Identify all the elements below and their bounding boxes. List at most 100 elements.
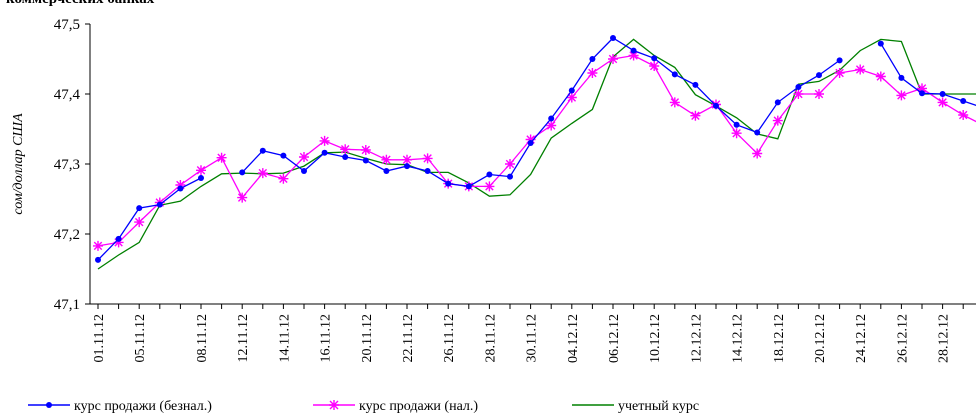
data-point xyxy=(527,140,534,146)
data-point xyxy=(381,154,392,165)
legend-label: учетный курс xyxy=(618,399,699,414)
data-point xyxy=(752,148,763,159)
data-point xyxy=(875,71,886,82)
y-tick-label: 47,4 xyxy=(54,87,81,103)
x-tick-label: 30.11.12 xyxy=(525,314,540,362)
series-line xyxy=(97,38,976,270)
data-point xyxy=(774,99,781,106)
data-point xyxy=(713,102,719,109)
data-point xyxy=(877,40,884,47)
data-point xyxy=(896,90,907,101)
data-point xyxy=(692,81,699,88)
data-point xyxy=(795,84,802,90)
data-point xyxy=(95,256,101,263)
data-point xyxy=(134,217,145,228)
data-point xyxy=(237,192,248,203)
series-1 xyxy=(93,50,976,251)
data-point xyxy=(177,185,184,192)
x-tick-label: 26.12.12 xyxy=(895,314,910,363)
data-point xyxy=(628,50,639,61)
data-point xyxy=(546,120,557,131)
data-point xyxy=(175,180,186,190)
data-point xyxy=(960,98,967,104)
data-point xyxy=(566,92,577,103)
x-tick-label: 20.12.12 xyxy=(813,314,828,363)
series-0 xyxy=(95,35,976,263)
data-point xyxy=(342,154,349,160)
x-tick-label: 12.11.12 xyxy=(236,314,251,362)
data-point xyxy=(793,89,804,99)
data-point xyxy=(486,171,493,178)
data-point xyxy=(671,71,678,78)
data-point xyxy=(816,72,822,79)
data-point xyxy=(919,90,925,97)
data-point xyxy=(93,240,103,251)
x-tick-label: 04.12.12 xyxy=(566,314,581,363)
data-point xyxy=(630,47,637,54)
data-point xyxy=(321,149,328,156)
data-point xyxy=(589,56,596,62)
data-point xyxy=(340,144,351,155)
data-point xyxy=(772,115,783,126)
data-point xyxy=(587,68,598,78)
chart-title: коммерческих банках xyxy=(6,0,154,8)
data-point xyxy=(958,110,969,120)
data-point xyxy=(257,168,268,179)
data-point xyxy=(360,145,371,155)
data-point xyxy=(196,165,206,176)
data-point xyxy=(608,54,618,64)
data-point xyxy=(649,61,660,71)
data-point xyxy=(299,152,309,162)
y-axis-label: сом/доллар США xyxy=(11,113,26,215)
x-tick-label: 28.12.12 xyxy=(937,314,952,363)
data-point xyxy=(424,168,431,174)
x-tick-label: 08.11.12 xyxy=(195,314,210,362)
legend-marker xyxy=(329,400,339,410)
data-point xyxy=(319,135,330,146)
data-point xyxy=(383,168,390,174)
x-tick-label: 05.11.12 xyxy=(133,314,148,362)
data-point xyxy=(836,57,843,64)
data-point xyxy=(548,115,555,122)
series-2 xyxy=(97,38,976,270)
x-tick-label: 24.12.12 xyxy=(854,314,869,363)
data-point xyxy=(733,121,740,128)
y-tick-label: 47,5 xyxy=(54,17,80,33)
data-point xyxy=(525,134,536,145)
legend-marker xyxy=(46,402,52,408)
data-point xyxy=(115,235,122,242)
legend-label: курс продажи (безнал.) xyxy=(74,399,212,414)
data-point xyxy=(198,175,204,181)
x-tick-label: 18.12.12 xyxy=(772,314,787,363)
data-point xyxy=(507,173,513,180)
data-point xyxy=(239,169,246,176)
y-tick-label: 47,3 xyxy=(54,157,80,173)
data-point xyxy=(651,55,658,62)
legend-label: курс продажи (нал.) xyxy=(359,399,478,414)
data-point xyxy=(422,153,433,164)
data-point xyxy=(404,163,410,170)
data-point xyxy=(402,154,412,165)
x-tick-label: 06.12.12 xyxy=(607,314,622,363)
series-line xyxy=(97,37,976,261)
data-point xyxy=(939,91,946,97)
data-point xyxy=(465,183,472,190)
data-point xyxy=(669,97,680,108)
data-point xyxy=(754,129,761,136)
y-tick-label: 47,1 xyxy=(54,297,80,313)
data-point xyxy=(834,68,845,78)
x-tick-label: 20.11.12 xyxy=(360,314,375,362)
data-point xyxy=(216,152,227,163)
data-point xyxy=(156,201,163,208)
y-tick-label: 47,2 xyxy=(54,227,80,243)
data-point xyxy=(301,168,307,174)
x-tick-label: 01.11.12 xyxy=(92,314,107,362)
data-point xyxy=(113,237,124,248)
data-point xyxy=(278,173,289,184)
data-point xyxy=(690,110,701,121)
data-point xyxy=(731,128,742,139)
data-point xyxy=(568,87,575,94)
data-point xyxy=(484,181,495,192)
x-tick-label: 10.12.12 xyxy=(648,314,663,363)
